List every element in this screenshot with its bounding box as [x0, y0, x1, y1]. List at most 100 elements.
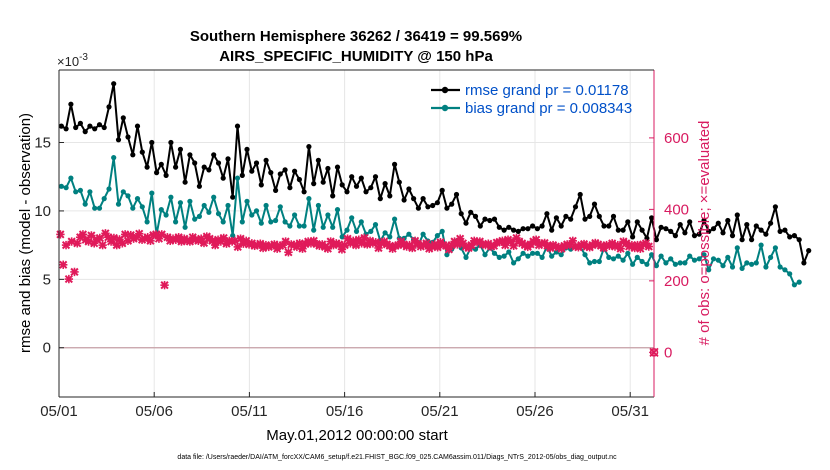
bias-point — [534, 250, 541, 256]
rmse-point — [144, 164, 150, 170]
bias-point — [311, 227, 317, 233]
bias-point — [639, 258, 645, 265]
obs-evaluated-point — [160, 280, 169, 290]
rmse-point — [768, 220, 774, 226]
bias-point — [82, 201, 88, 207]
bias-point — [787, 271, 793, 277]
rmse-point — [344, 189, 350, 195]
rmse-point — [149, 139, 155, 146]
bias-point — [777, 264, 783, 270]
rmse-point — [763, 231, 769, 237]
rmse-point — [249, 168, 255, 174]
rmse-point — [801, 260, 807, 266]
rmse-point — [610, 213, 617, 219]
bias-point — [287, 223, 293, 229]
bias-point — [729, 264, 736, 270]
bias-point — [644, 261, 650, 267]
bias-point — [758, 242, 764, 248]
data-file-footer: data file: /Users/raeder/DAI/ATM_forcXX/… — [177, 454, 617, 461]
bias-point — [144, 219, 150, 225]
rmse-point — [158, 161, 164, 167]
bias-point — [634, 254, 640, 260]
bias-point — [610, 256, 617, 262]
bias-point — [358, 219, 364, 225]
bias-point — [353, 228, 360, 234]
bias-point — [282, 219, 288, 225]
x-tick-label: 05/06 — [135, 403, 173, 420]
rmse-point — [525, 226, 531, 232]
bias-point — [591, 258, 598, 265]
rmse-point — [468, 209, 474, 215]
y-tick-label: 15 — [34, 135, 51, 152]
bias-point — [315, 202, 321, 209]
obs-evaluated-point — [64, 274, 74, 284]
rmse-point — [220, 175, 226, 181]
bias-point — [496, 254, 502, 260]
bias-point — [653, 263, 660, 269]
rmse-point — [396, 179, 402, 185]
bias-point — [211, 194, 217, 200]
rmse-point — [134, 123, 141, 129]
rmse-point — [263, 157, 269, 163]
bias-point — [196, 213, 202, 219]
rmse-point — [701, 217, 707, 224]
bias-point — [230, 233, 236, 239]
rmse-point — [649, 215, 655, 221]
rmse-point — [587, 213, 593, 219]
bias-point — [696, 256, 702, 262]
bias-point — [649, 252, 655, 258]
bias-point — [691, 257, 698, 263]
legend-bias-text: bias grand pr = 0.008343 — [465, 100, 632, 117]
rmse-point — [282, 167, 288, 173]
rmse-point — [487, 217, 493, 224]
rmse-point — [520, 226, 526, 232]
rmse-point — [668, 228, 674, 234]
bias-point — [682, 260, 688, 266]
rmse-point — [506, 224, 512, 230]
bias-point — [277, 204, 283, 210]
bias-point — [344, 227, 350, 233]
bias-point — [372, 222, 379, 228]
bias-point — [701, 252, 707, 258]
bias-point — [296, 223, 302, 229]
bias-point — [510, 260, 517, 266]
rmse-point — [425, 204, 431, 210]
rmse-point — [296, 176, 302, 183]
bias-point — [439, 228, 445, 234]
bias-point — [177, 200, 183, 206]
bias-point — [606, 254, 612, 260]
rmse-point — [315, 157, 321, 163]
rmse-point — [258, 182, 264, 188]
rmse-point — [558, 223, 564, 229]
rmse-point — [677, 222, 683, 228]
bias-point — [163, 212, 169, 218]
x-ticks: 05/01 05/06 05/11 05/16 05/21 05/26 05/31 — [40, 392, 649, 420]
rmse-point — [215, 160, 222, 166]
rmse-point — [301, 189, 307, 195]
rmse-point — [591, 201, 598, 207]
bias-point — [558, 252, 564, 258]
rmse-point — [339, 182, 345, 188]
rmse-point — [406, 186, 412, 192]
x-tick-label: 05/31 — [611, 403, 649, 420]
bias-point — [220, 219, 226, 225]
rmse-point — [663, 226, 669, 232]
rmse-point — [687, 219, 693, 225]
obs-evaluated-point — [284, 248, 293, 257]
rmse-point — [563, 213, 569, 219]
rmse-point — [377, 196, 383, 202]
bias-point — [96, 205, 103, 211]
x-tick-label: 05/11 — [231, 403, 267, 420]
rmse-point — [334, 164, 341, 170]
bias-point — [349, 215, 355, 221]
rmse-point — [182, 179, 188, 185]
bias-point — [63, 185, 69, 191]
rmse-point — [706, 228, 712, 234]
bias-point — [158, 207, 164, 213]
x-tick-label: 05/16 — [326, 403, 364, 420]
rmse-point — [449, 201, 455, 207]
y-right-tick-label: 400 — [664, 201, 689, 218]
rmse-point — [292, 168, 298, 174]
rmse-point — [382, 181, 388, 187]
